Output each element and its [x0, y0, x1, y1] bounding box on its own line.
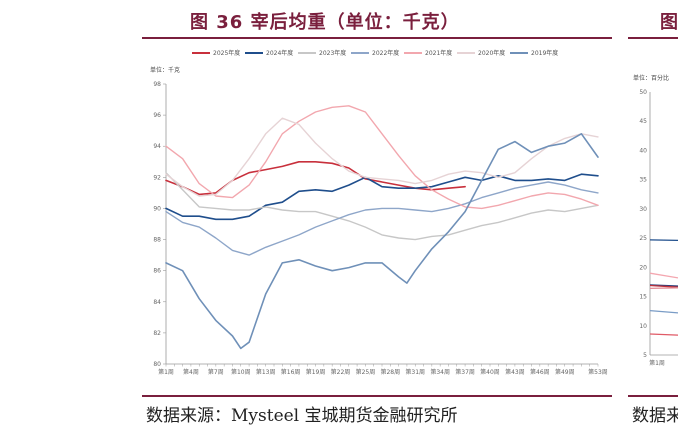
y-tick-label: 92 — [153, 174, 161, 181]
title-divider — [142, 37, 612, 39]
right-y-tick-label: 10 — [639, 323, 647, 330]
x-tick-label: 第28周 — [380, 368, 400, 376]
right-series-line-3 — [649, 284, 678, 288]
right-unit-label: 单位：百分比 — [633, 74, 669, 82]
series-line-2019年度 — [165, 133, 599, 350]
x-tick-label: 第10周 — [231, 368, 251, 376]
right-y-tick-label: 30 — [639, 206, 647, 213]
right-y-tick-label: 5 — [643, 352, 647, 359]
legend-label: 2022年度 — [372, 49, 399, 57]
x-tick-label: 第22周 — [331, 368, 351, 376]
source-note: 数据来源：Mysteel 宝城期货金融研究所 — [146, 406, 458, 426]
y-tick-label: 88 — [153, 237, 161, 244]
x-tick-label: 第7周 — [208, 368, 224, 376]
x-tick-label: 第49周 — [555, 368, 575, 376]
right-y-tick-label: 35 — [639, 177, 647, 184]
unit-label: 单位：千克 — [150, 66, 180, 74]
x-tick-label: 第43周 — [505, 368, 525, 376]
x-tick-label: 第19周 — [306, 368, 326, 376]
y-tick-label: 80 — [153, 361, 161, 368]
right-series-line-6 — [649, 333, 678, 336]
right-series-line-1 — [649, 272, 678, 279]
legend-label: 2020年度 — [478, 49, 505, 57]
right-source-divider — [628, 395, 678, 397]
x-tick-label: 第25周 — [356, 368, 376, 376]
x-tick-label: 第40周 — [480, 368, 500, 376]
x-tick-label: 第13周 — [256, 368, 276, 376]
right-title-divider — [628, 37, 678, 39]
right-y-tick-label: 25 — [639, 235, 647, 242]
series-line-2024年度 — [165, 173, 599, 221]
x-tick-label: 第4周 — [183, 368, 199, 376]
x-tick-label: 第37周 — [455, 368, 475, 376]
series-line-2022年度 — [165, 181, 599, 256]
x-tick-label: 第34周 — [430, 368, 450, 376]
y-tick-label: 82 — [153, 330, 161, 337]
x-tick-label: 第16周 — [281, 368, 301, 376]
right-figure-title-fragment: 图 — [660, 12, 678, 33]
legend-label: 2024年度 — [266, 49, 293, 57]
legend-label: 2021年度 — [425, 49, 452, 57]
right-series-line-2 — [649, 284, 678, 287]
x-tick-label: 第53周 — [588, 368, 608, 376]
figure-title: 图 36 宰后均重（单位：千克） — [190, 12, 460, 33]
y-tick-label: 94 — [153, 143, 161, 150]
y-tick-label: 98 — [153, 81, 161, 88]
legend-label: 2025年度 — [213, 49, 240, 57]
right-y-tick-label: 45 — [639, 118, 647, 125]
right-y-tick-label: 15 — [639, 294, 647, 301]
right-y-tick-label: 20 — [639, 264, 647, 271]
legend-label: 2019年度 — [531, 49, 558, 57]
right-source-note-fragment: 数据来 — [632, 406, 678, 426]
y-tick-label: 86 — [153, 268, 161, 275]
legend-label: 2023年度 — [319, 49, 346, 57]
right-series-line-5 — [649, 309, 678, 314]
right-series-line-0 — [649, 239, 678, 242]
series-line-2021年度 — [165, 105, 599, 210]
series-line-2023年度 — [165, 171, 599, 241]
right-series-line-4 — [649, 287, 678, 290]
series-line-2020年度 — [165, 117, 599, 197]
right-y-tick-label: 50 — [639, 89, 647, 96]
x-tick-label: 第1周 — [158, 368, 174, 376]
x-tick-label: 第46周 — [530, 368, 550, 376]
source-divider — [142, 395, 612, 397]
y-tick-label: 90 — [153, 205, 161, 212]
y-tick-label: 84 — [153, 299, 161, 306]
right-y-tick-label: 40 — [639, 147, 647, 154]
y-tick-label: 96 — [153, 112, 161, 119]
right-x-tick-label: 第1周 — [649, 359, 665, 367]
x-tick-label: 第31周 — [405, 368, 425, 376]
